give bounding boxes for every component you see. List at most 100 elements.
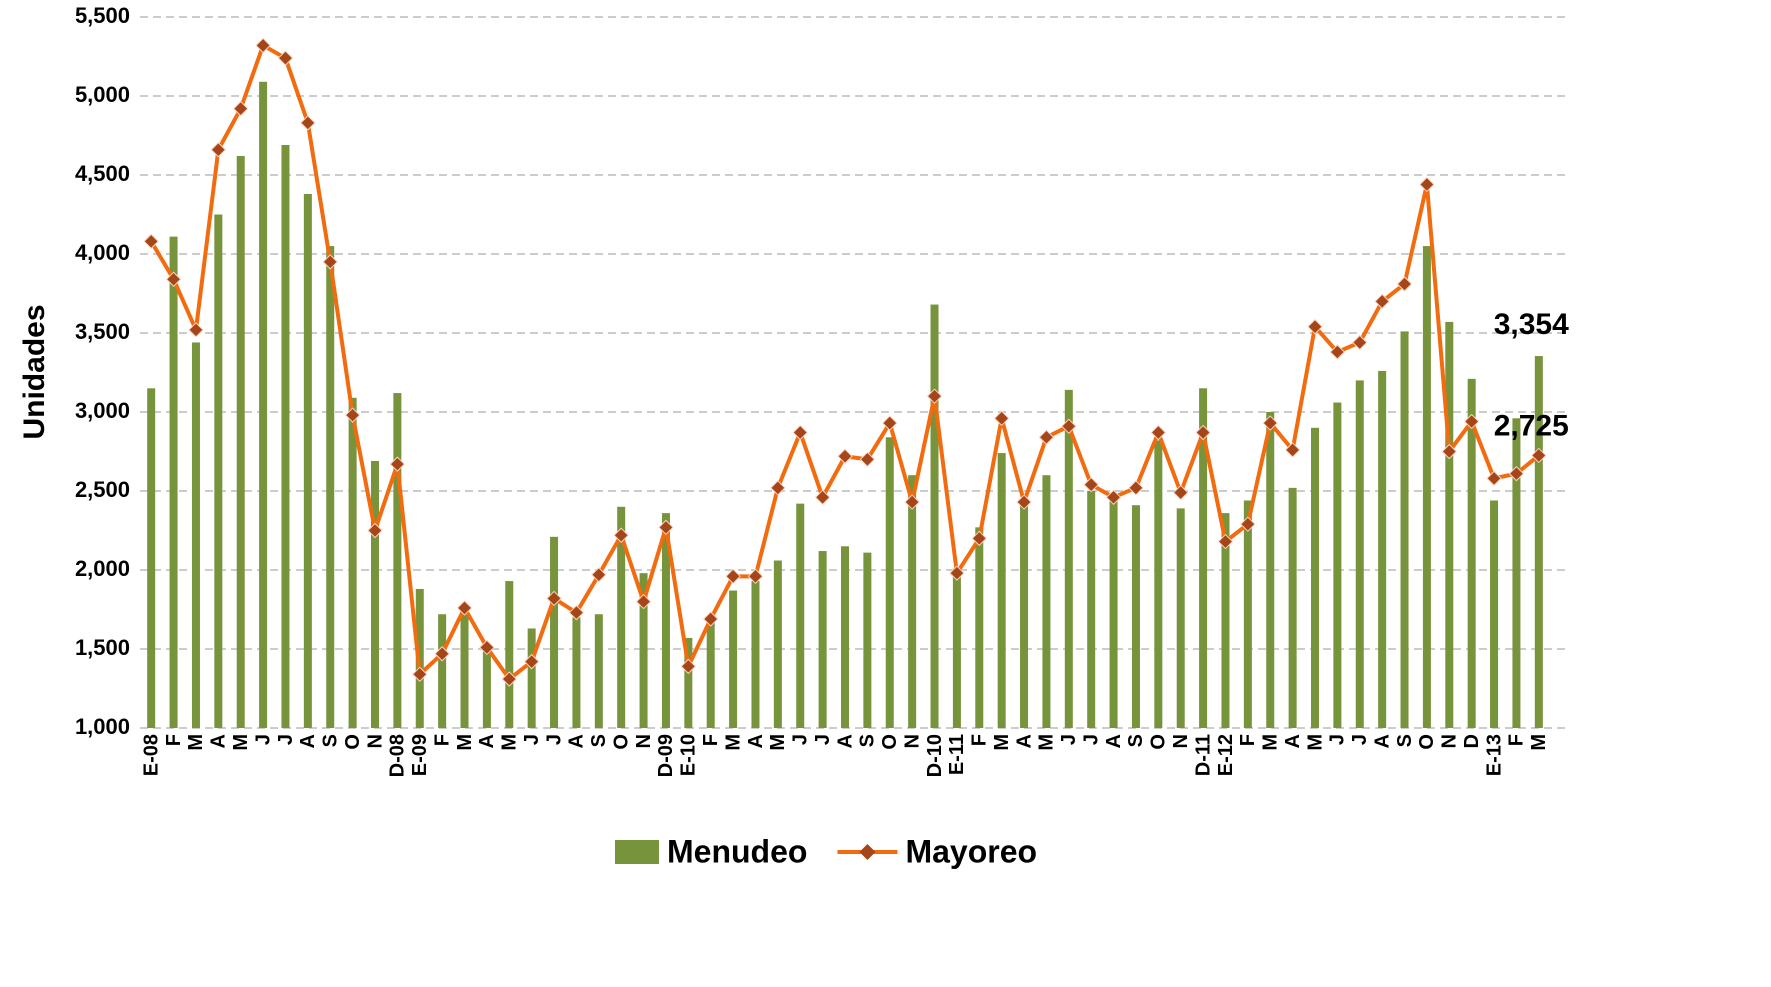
x-tick-label: M xyxy=(767,734,789,751)
bar xyxy=(482,649,491,728)
bar xyxy=(1288,487,1297,728)
x-tick-label: D-10 xyxy=(924,734,946,777)
y-tick-label: 3,500 xyxy=(75,319,130,344)
x-tick-label: E-11 xyxy=(946,734,968,775)
legend-swatch xyxy=(615,840,659,864)
y-tick-label: 4,500 xyxy=(75,161,130,186)
x-tick-label: M xyxy=(454,734,476,751)
bar xyxy=(818,551,827,728)
bar xyxy=(1355,380,1364,728)
marker xyxy=(434,646,450,662)
y-axis-title: Unidades xyxy=(18,304,51,439)
x-tick-label: A xyxy=(1103,734,1125,748)
marker xyxy=(1262,415,1278,431)
marker xyxy=(344,407,361,423)
marker xyxy=(210,142,227,158)
marker xyxy=(188,322,204,338)
marker xyxy=(546,590,562,607)
x-tick-label: M xyxy=(1304,734,1326,751)
marker xyxy=(993,410,1010,427)
marker xyxy=(859,451,876,468)
marker xyxy=(1396,276,1413,292)
bar xyxy=(1221,513,1230,728)
marker xyxy=(1508,465,1525,482)
x-tick-label: A xyxy=(476,734,498,748)
marker xyxy=(926,388,943,404)
x-tick-label: F xyxy=(700,734,722,746)
bar xyxy=(169,236,178,728)
marker xyxy=(389,456,406,472)
x-tick-label: F xyxy=(969,734,991,746)
x-tick-label: A xyxy=(834,734,856,748)
x-tick-label: D-08 xyxy=(387,734,409,777)
y-tick-label: 1,000 xyxy=(75,714,130,739)
bar xyxy=(863,552,872,728)
marker xyxy=(1173,484,1189,501)
x-tick-label: J xyxy=(275,734,297,745)
bar xyxy=(527,628,536,728)
x-tick-label: S xyxy=(320,734,342,747)
bar xyxy=(259,81,268,728)
marker xyxy=(1352,334,1368,351)
marker xyxy=(1329,344,1346,360)
marker xyxy=(523,653,540,670)
bar xyxy=(997,453,1006,728)
bar xyxy=(191,342,200,728)
x-tick-label: J xyxy=(543,734,565,745)
bar xyxy=(1131,505,1140,728)
marker xyxy=(143,233,159,250)
marker xyxy=(1016,494,1032,510)
bar xyxy=(1087,491,1096,728)
legend-label: Menudeo xyxy=(667,833,807,869)
marker xyxy=(1307,318,1323,335)
x-tick-label: S xyxy=(1394,734,1416,747)
x-tick-label: E-09 xyxy=(409,734,431,776)
bar xyxy=(706,620,715,728)
x-tick-label: N xyxy=(633,734,655,748)
bar xyxy=(1378,370,1387,728)
bar xyxy=(729,590,738,728)
marker xyxy=(949,565,965,581)
x-tick-label: F xyxy=(431,734,453,746)
bar xyxy=(773,560,782,728)
marker xyxy=(1441,443,1457,460)
marker xyxy=(233,100,249,117)
data-label: 3,354 xyxy=(1494,308,1569,341)
y-tick-label: 3,000 xyxy=(75,398,130,423)
marker xyxy=(725,568,741,585)
bar xyxy=(348,397,357,728)
x-tick-label: M xyxy=(230,734,252,751)
bar xyxy=(1042,475,1051,728)
bar xyxy=(1422,246,1431,728)
x-tick-label: A xyxy=(566,734,588,748)
marker xyxy=(770,480,786,496)
bar xyxy=(930,304,939,728)
bar xyxy=(952,568,961,728)
bar xyxy=(572,617,581,728)
legend-label: Mayoreo xyxy=(905,833,1037,869)
marker xyxy=(501,671,517,687)
y-tick-label: 5,500 xyxy=(75,3,130,28)
bar xyxy=(326,246,335,728)
marker xyxy=(322,254,338,270)
marker xyxy=(300,115,316,131)
marker xyxy=(1128,480,1144,496)
marker xyxy=(1195,424,1211,441)
bar xyxy=(1311,427,1319,728)
bar xyxy=(617,506,626,728)
bar xyxy=(1243,500,1252,728)
x-tick-label: M xyxy=(185,734,207,751)
x-tick-label: N xyxy=(901,734,923,748)
bar xyxy=(1266,412,1275,728)
marker xyxy=(837,448,853,464)
marker xyxy=(1217,533,1234,550)
x-tick-label: J xyxy=(1058,734,1080,745)
marker xyxy=(456,600,473,616)
bar xyxy=(908,475,917,728)
bar xyxy=(1512,418,1521,728)
x-tick-label: O xyxy=(342,734,364,750)
marker xyxy=(1150,424,1167,441)
bar xyxy=(1176,508,1185,728)
y-tick-label: 2,500 xyxy=(75,477,130,502)
